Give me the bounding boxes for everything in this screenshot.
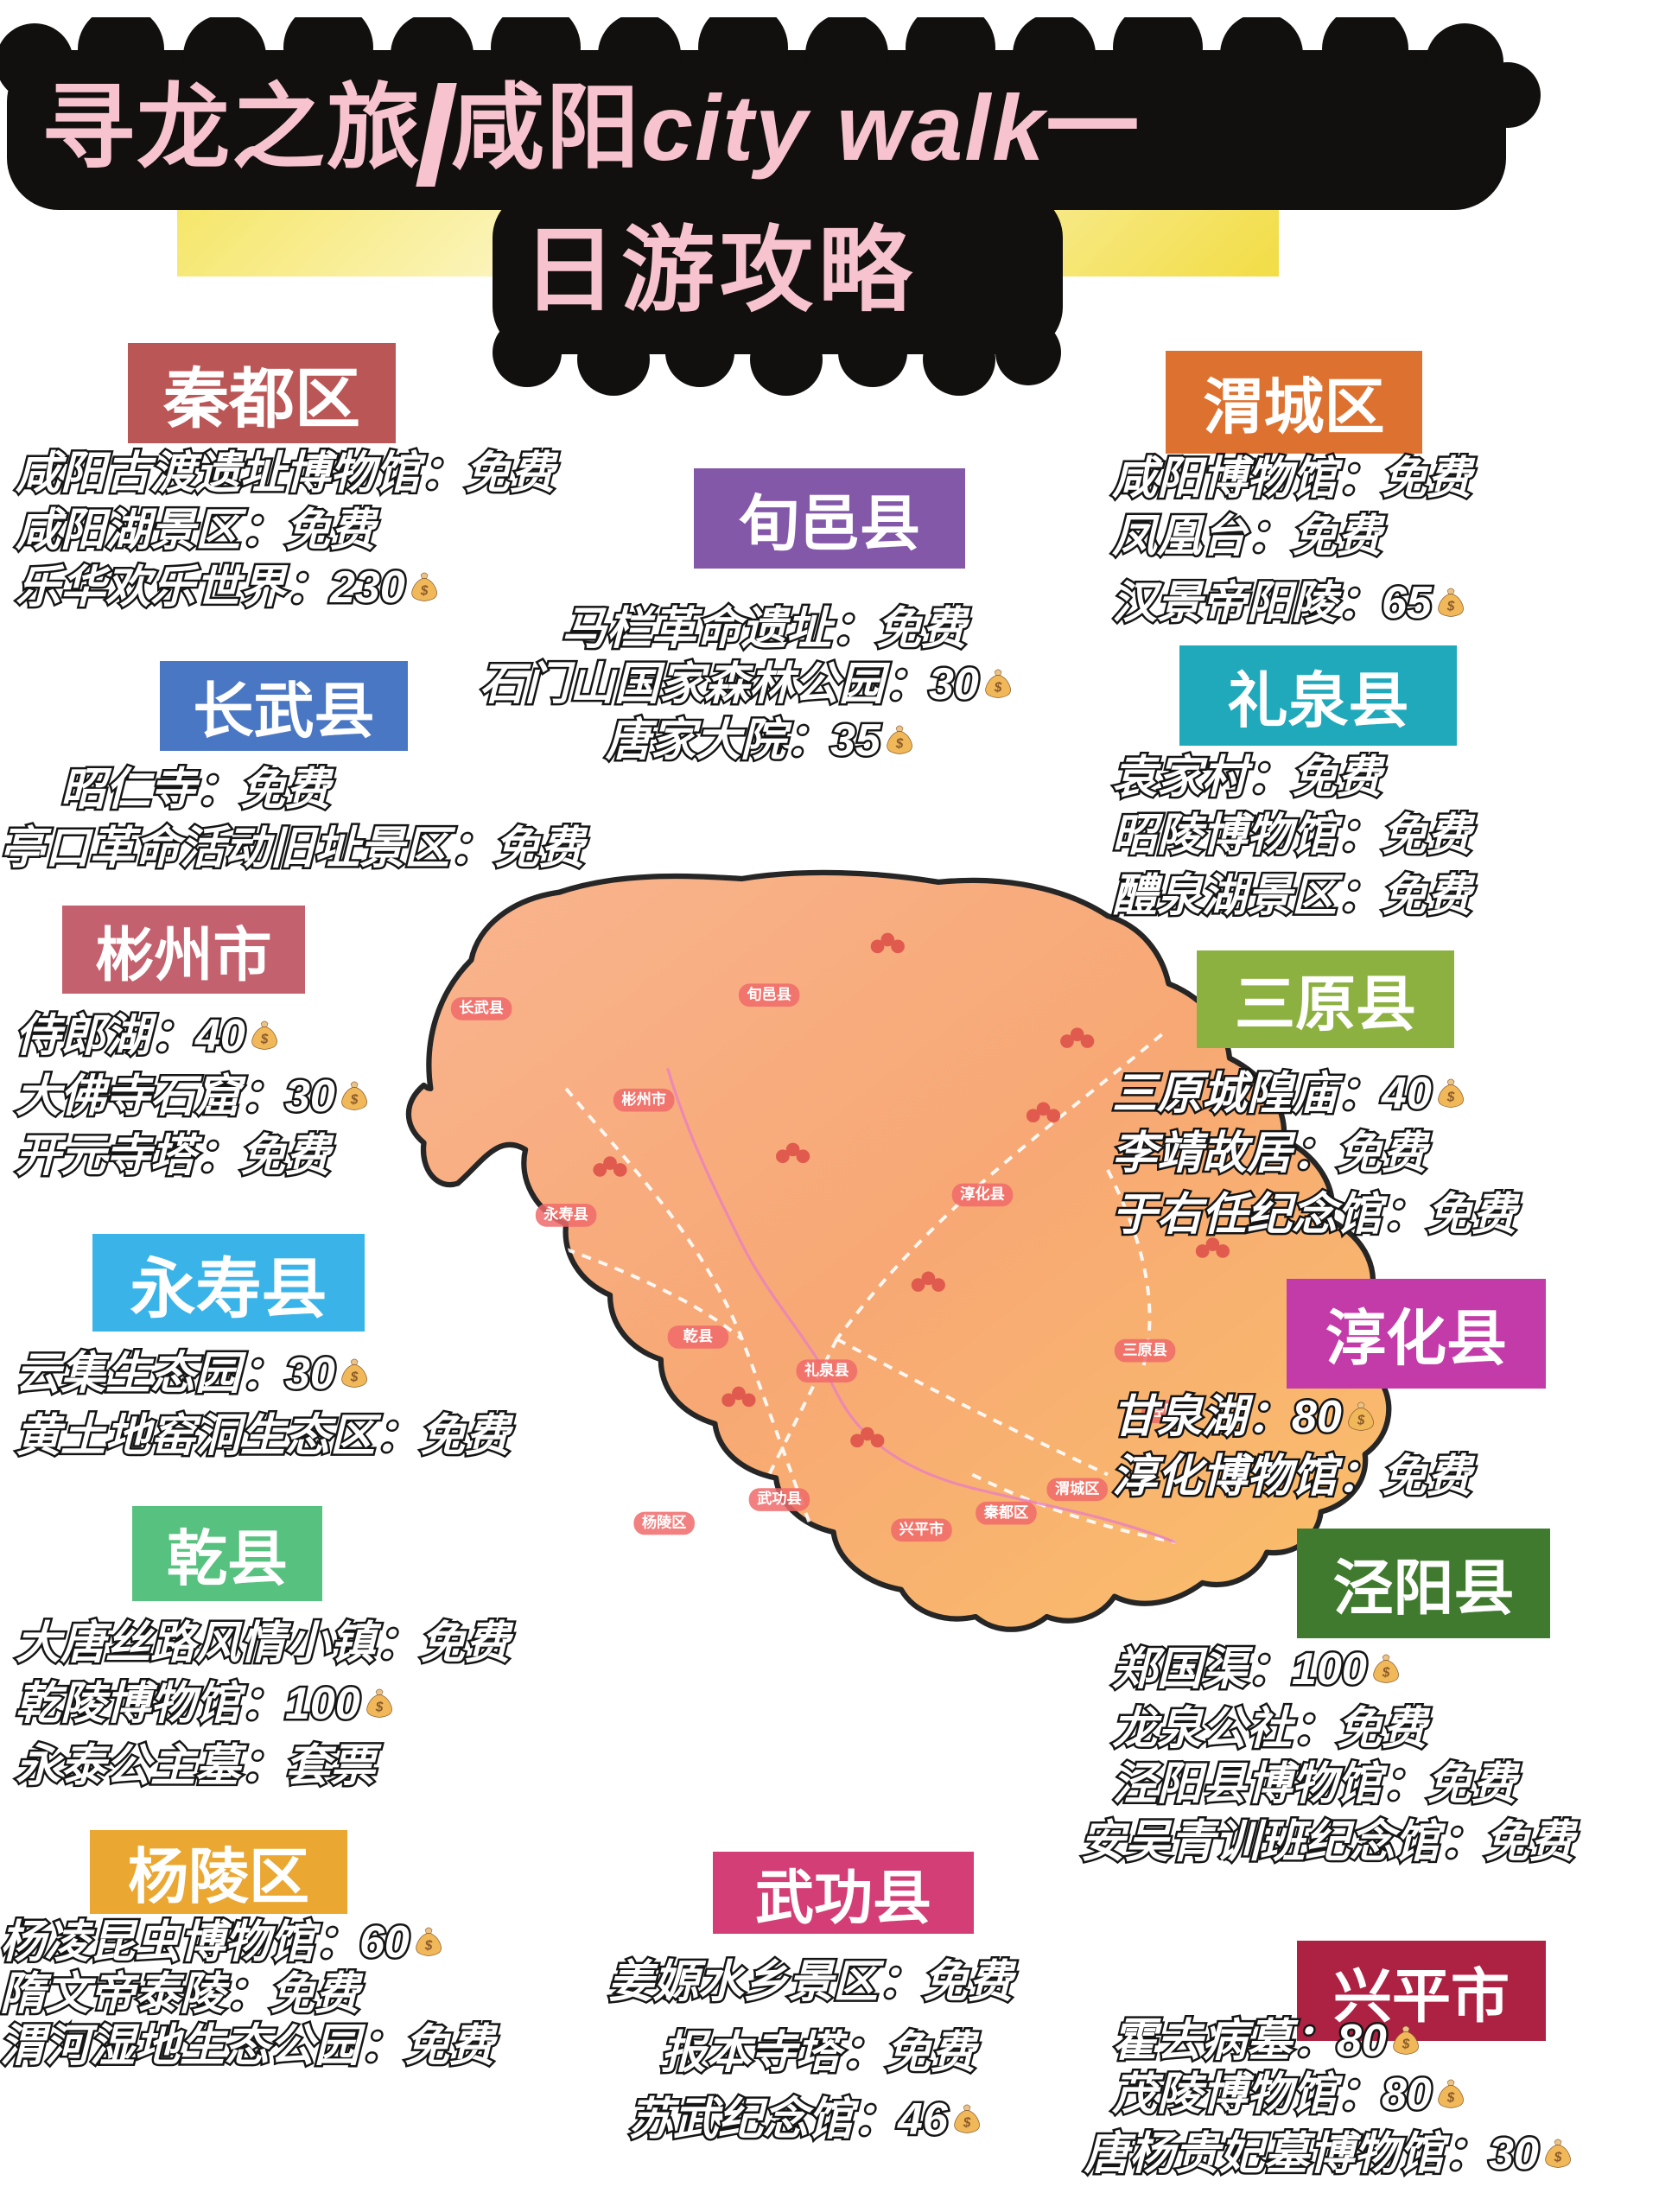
svg-text:长武县: 长武县 [459,999,504,1016]
svg-text:永寿县: 永寿县 [543,1205,588,1223]
svg-text:兴平市: 兴平市 [899,1520,944,1537]
svg-text:渭城区: 渭城区 [1055,1479,1100,1497]
svg-text:礼泉县: 礼泉县 [804,1361,849,1378]
svg-text:三原县: 三原县 [1122,1341,1167,1358]
svg-text:武功县: 武功县 [757,1490,802,1507]
svg-text:杨陵区: 杨陵区 [642,1514,687,1531]
svg-text:秦都区: 秦都区 [984,1503,1029,1521]
svg-text:乾县: 乾县 [683,1327,713,1344]
svg-text:彬州市: 彬州市 [621,1090,666,1108]
svg-text:旬邑县: 旬邑县 [746,985,791,1002]
svg-text:淳化县: 淳化县 [960,1185,1005,1203]
